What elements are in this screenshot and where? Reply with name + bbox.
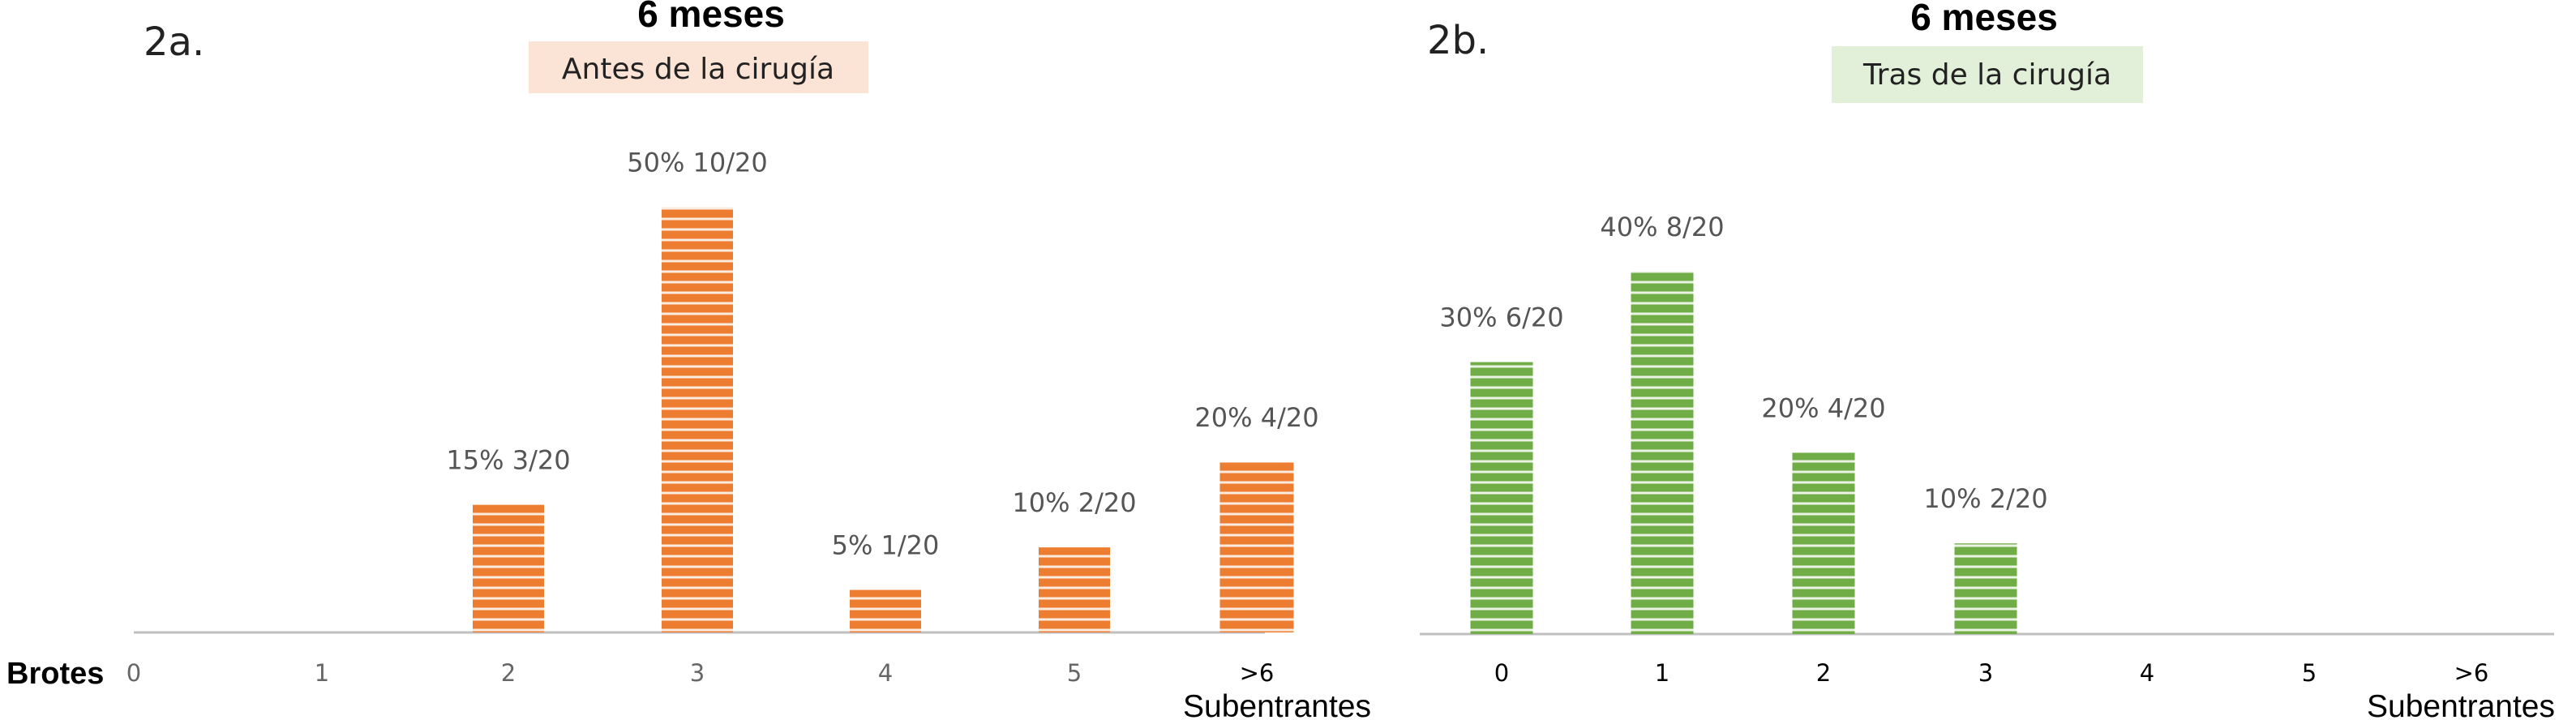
x-tick-2a-2: 2: [501, 659, 516, 687]
bar-2a-3: [662, 207, 733, 632]
bar-2a-2: [473, 504, 544, 632]
panel-label-2b: 2b.: [1427, 18, 1489, 63]
x-tick-2a-4: 4: [878, 659, 893, 687]
data-labels-2a: 15% 3/20 50% 10/20 5% 1/20 10% 2/20 20% 4/20: [446, 148, 1318, 561]
x-tick-2a-6: >6: [1240, 659, 1275, 687]
chart-subtitle-2a: Antes de la cirugía: [562, 53, 834, 86]
x-tick-2b-6: >6: [2454, 659, 2489, 687]
panel-label-2a: 2a.: [144, 19, 204, 65]
data-label-2a-4: 5% 1/20: [832, 530, 940, 561]
x-tick-2a-3: 3: [690, 659, 705, 687]
chart-title-2b: 6 meses: [1910, 0, 2058, 38]
x-tick-2b-4: 4: [2140, 659, 2154, 687]
data-label-2b-1: 40% 8/20: [1600, 212, 1724, 242]
x-tick-2b-1: 1: [1655, 659, 1669, 687]
data-label-2a-2: 15% 3/20: [446, 445, 570, 476]
x-category-note-2b: Subentrantes: [2367, 689, 2555, 720]
chart-subtitle-2b: Tras de la cirugía: [1862, 58, 2111, 92]
x-tick-2b-3: 3: [1978, 659, 1993, 687]
row-label-brotes: Brotes: [6, 657, 104, 691]
data-label-2a-5: 10% 2/20: [1012, 487, 1136, 518]
x-tick-2a-0: 0: [126, 659, 141, 687]
subtitle-box-2a: [529, 41, 868, 93]
data-label-2a-3: 50% 10/20: [627, 148, 768, 178]
x-ticks-2a: 0 1 2 3 4 5 >6: [126, 659, 1275, 687]
x-ticks-2b: 0 1 2 3 4 5 >6: [1494, 659, 2489, 687]
data-label-2b-3: 10% 2/20: [1923, 483, 2047, 514]
bar-2b-1: [1631, 271, 1694, 634]
data-labels-2b: 30% 6/20 40% 8/20 20% 4/20 10% 2/20: [1439, 212, 2047, 514]
bar-2a-6: [1219, 462, 1294, 632]
panel-2a: 2a. 6 meses Antes de la cirugía 15% 3/20…: [126, 0, 1371, 720]
data-label-2b-0: 30% 6/20: [1439, 302, 1563, 333]
x-category-note-2a: Subentrantes: [1183, 689, 1371, 720]
bar-2b-2: [1792, 452, 1855, 634]
subtitle-box-2b: [1832, 46, 2143, 103]
data-label-2b-2: 20% 4/20: [1761, 392, 1885, 423]
bar-2a-4: [850, 589, 921, 632]
chart-title-2a: 6 meses: [637, 0, 785, 35]
x-tick-2a-1: 1: [315, 659, 329, 687]
x-tick-2b-5: 5: [2302, 659, 2317, 687]
data-label-2a-6: 20% 4/20: [1194, 402, 1318, 433]
bars-2b: [1470, 271, 2017, 634]
bar-2b-3: [1954, 543, 2017, 634]
panel-2b: 2b. 6 meses Tras de la cirugía 30% 6/20 4…: [1420, 0, 2555, 720]
x-tick-2b-0: 0: [1494, 659, 1509, 687]
x-tick-2b-2: 2: [1816, 659, 1831, 687]
bar-2b-0: [1470, 362, 1533, 634]
bars-2a: [473, 207, 1294, 632]
bar-2a-5: [1039, 547, 1110, 632]
x-tick-2a-5: 5: [1067, 659, 1082, 687]
